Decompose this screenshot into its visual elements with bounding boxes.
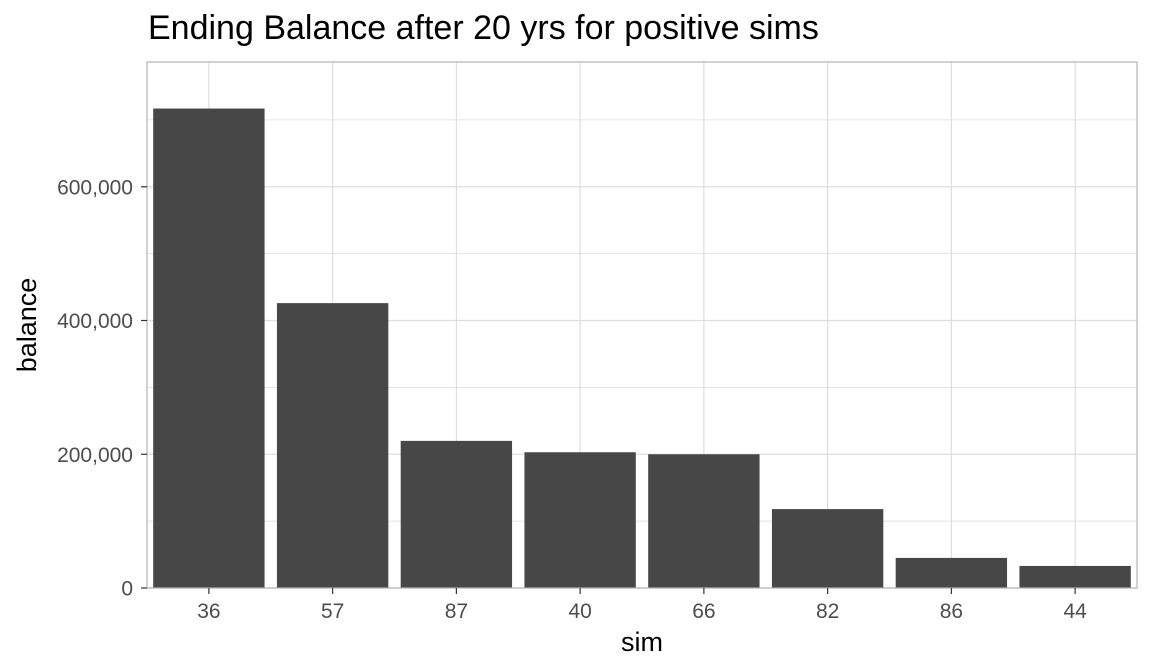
- x-axis: 36 57 87 40 66 82 86 44: [197, 588, 1087, 623]
- x-tick-label: 86: [940, 600, 963, 623]
- bar-sim-40: [524, 452, 636, 588]
- y-tick-label: 600,000: [57, 176, 133, 199]
- bars: [153, 108, 1131, 589]
- bar-sim-44: [1019, 565, 1131, 588]
- panel-border: [146, 61, 1138, 589]
- x-axis-title: sim: [621, 627, 663, 657]
- bar-sim-82: [771, 509, 884, 588]
- bar-sim-57: [276, 303, 389, 588]
- x-tick-label: 82: [816, 600, 839, 623]
- y-axis: 0 200,000 400,000 600,000: [57, 176, 147, 601]
- x-tick-label: 66: [692, 600, 715, 623]
- x-tick-label: 36: [197, 600, 220, 623]
- y-axis-title: balance: [12, 278, 42, 373]
- bar-sim-86: [895, 557, 1008, 588]
- x-tick-label: 57: [321, 600, 344, 623]
- chart-title: Ending Balance after 20 yrs for positive…: [148, 9, 819, 47]
- bar-sim-66: [648, 454, 760, 588]
- x-tick-label: 87: [445, 600, 468, 623]
- y-tick-label: 200,000: [57, 444, 133, 467]
- y-tick-label: 400,000: [57, 310, 133, 333]
- x-tick-label: 44: [1063, 600, 1087, 623]
- y-tick-label: 0: [121, 578, 133, 601]
- bar-sim-87: [400, 440, 513, 588]
- x-tick-label: 40: [568, 600, 591, 623]
- bar-sim-36: [153, 108, 265, 589]
